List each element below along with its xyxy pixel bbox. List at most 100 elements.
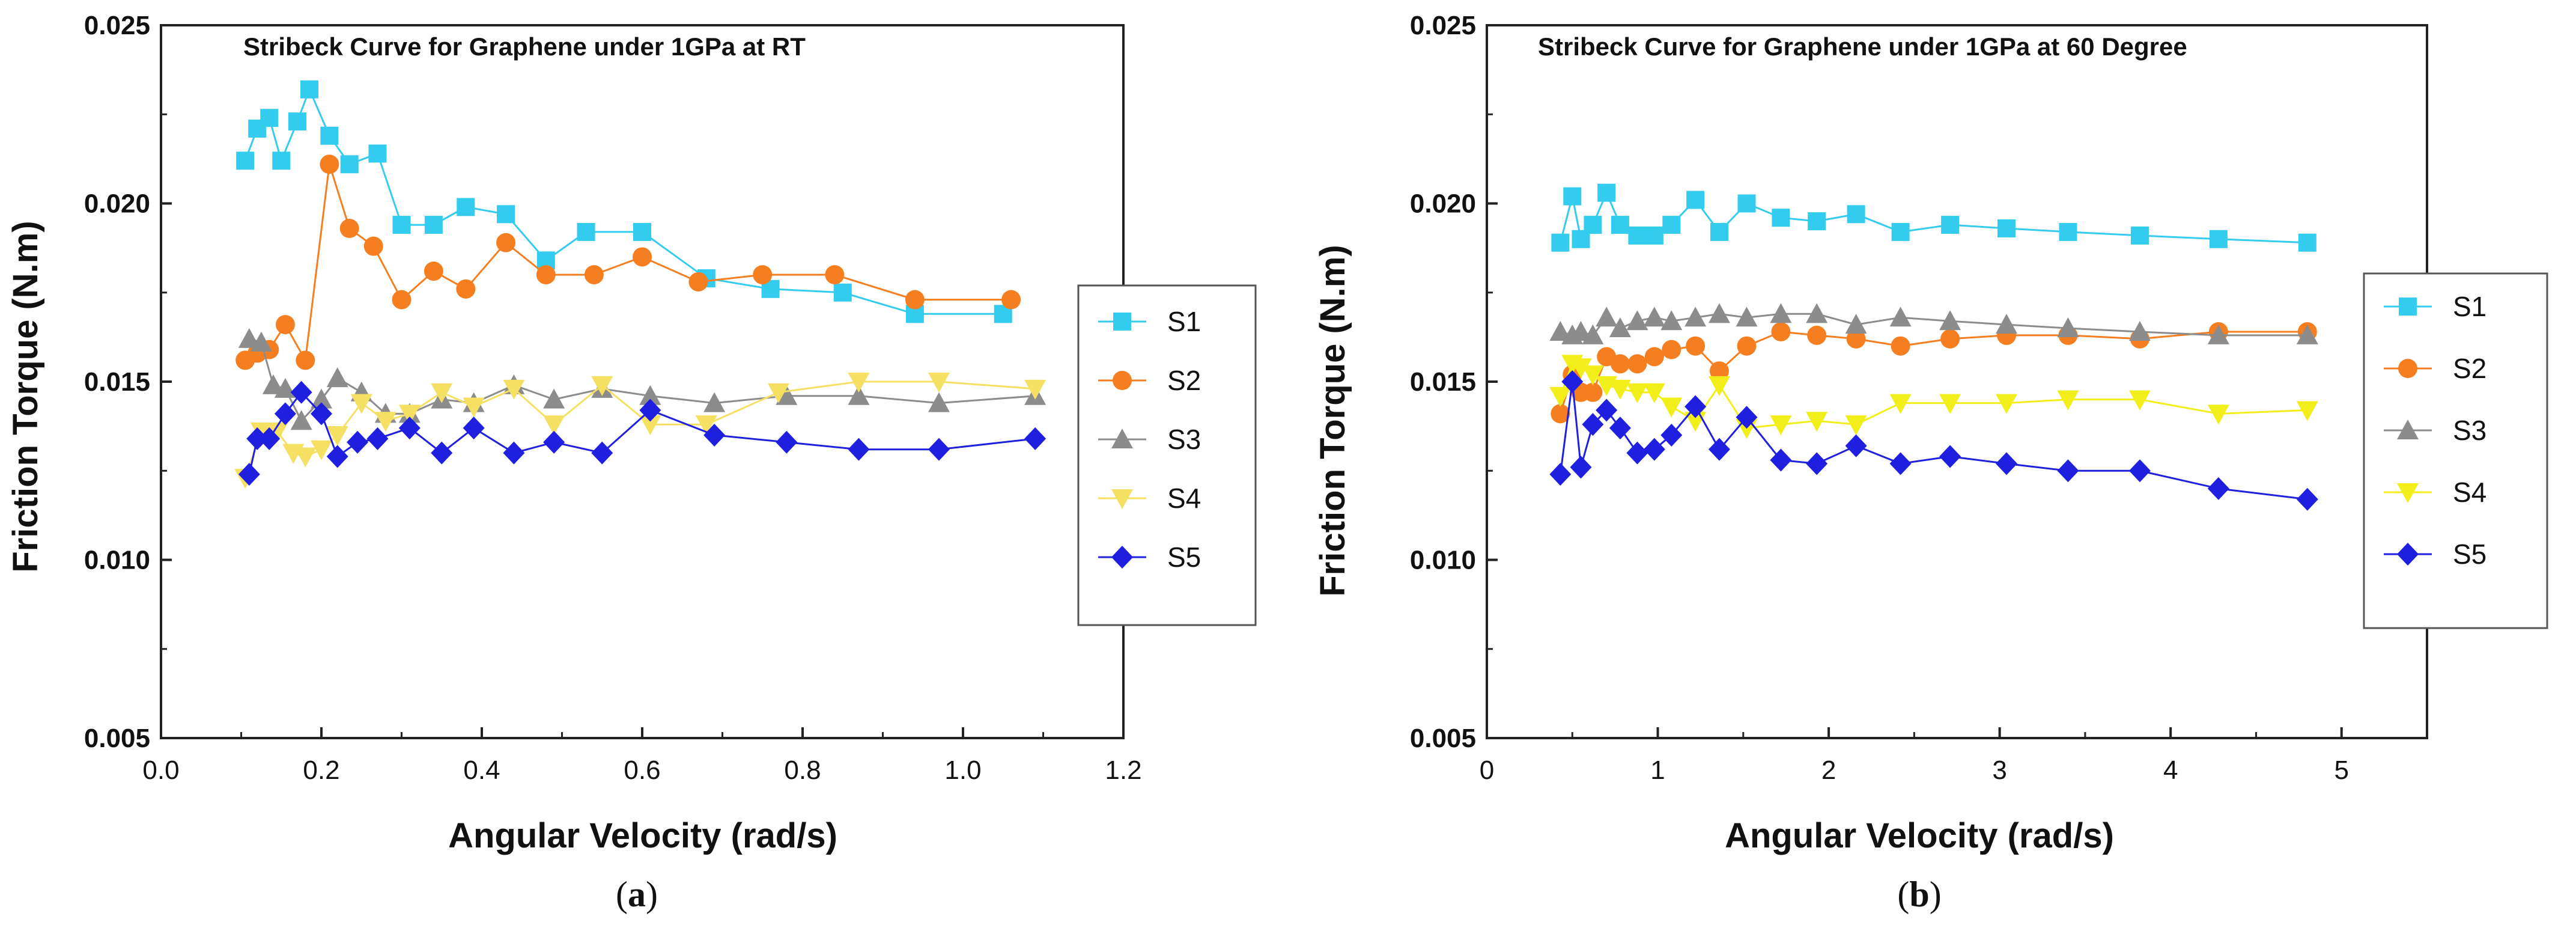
panel-caption: (a) (616, 875, 658, 914)
data-point-s4 (1708, 376, 1730, 396)
data-point-s3 (262, 374, 284, 394)
legend-items: S1 S2 S3 S4 S5 (2384, 291, 2486, 570)
data-point-s4 (326, 426, 348, 446)
data-point-s2 (296, 350, 315, 370)
data-point-s4 (1549, 386, 1572, 407)
data-point-s1 (497, 205, 515, 224)
data-point-s5 (2057, 459, 2079, 483)
data-point-s3 (1660, 310, 1683, 331)
data-point-s1 (288, 112, 306, 131)
data-point-s2 (456, 279, 476, 299)
data-point-s2 (320, 154, 339, 174)
legend-label-s5: S5 (1167, 542, 1201, 573)
data-point-s2 (1644, 347, 1664, 367)
data-point-s5 (246, 427, 269, 450)
data-point-s5 (1024, 427, 1046, 450)
data-point-s1 (1847, 205, 1865, 224)
data-point-s5 (1561, 370, 1584, 393)
legend-marker-s2 (1113, 371, 1132, 390)
data-point-s5 (1889, 452, 1912, 475)
data-point-s3 (928, 392, 950, 412)
data-series (234, 80, 1046, 489)
panel-caption: (b) (1897, 875, 1941, 914)
legend-box (2363, 272, 2548, 629)
data-point-s5 (1684, 395, 1707, 418)
data-point-s5 (1708, 438, 1730, 461)
legend-marker-s1 (1113, 313, 1131, 331)
panel-a-chart: Stribeck Curve for Graphene under 1GPa a… (6, 11, 1257, 914)
data-point-s3 (238, 328, 260, 348)
data-point-s1 (633, 222, 651, 241)
data-point-s5 (1939, 445, 1961, 468)
data-point-s4 (1570, 358, 1592, 379)
x-axis-label: Angular Velocity (rad/s) (448, 816, 837, 855)
legend-label-s2: S2 (1167, 365, 1201, 396)
data-point-s2 (1583, 382, 1603, 402)
data-series (1549, 183, 2318, 511)
data-point-s4 (1889, 394, 1912, 414)
data-point-s3 (543, 388, 565, 409)
data-point-s5 (639, 398, 661, 422)
data-point-s5 (1582, 413, 1604, 436)
y-tick-label: 0.020 (1410, 189, 1476, 219)
x-tick-label: 1.0 (944, 756, 981, 785)
data-point-s4 (1643, 383, 1665, 403)
data-point-s4 (1845, 415, 1867, 436)
data-point-s4 (1626, 383, 1648, 403)
data-point-s3 (1643, 307, 1665, 327)
x-axis-label: Angular Velocity (rad/s) (1725, 816, 2114, 855)
data-point-s1 (1597, 183, 1616, 202)
data-point-s3 (1708, 303, 1730, 323)
data-point-s1 (300, 80, 318, 99)
data-point-s5 (1570, 456, 1592, 479)
data-point-s5 (503, 441, 525, 465)
data-point-s4 (1996, 394, 2018, 414)
legend-label-s4: S4 (2453, 477, 2486, 508)
data-point-s4 (1609, 379, 1631, 400)
data-point-s5 (258, 427, 281, 450)
y-axis-label: Friction Torque (N.m) (6, 221, 45, 572)
data-point-s3 (274, 377, 296, 398)
data-point-s2 (633, 247, 652, 267)
data-point-s2 (1551, 404, 1570, 424)
series-s3 (1549, 303, 2318, 344)
data-point-s1 (1891, 222, 1910, 241)
data-point-s1 (236, 151, 255, 170)
series-s4 (1549, 355, 2318, 439)
data-point-s5 (848, 438, 870, 461)
data-point-s5 (347, 430, 369, 454)
series-s5 (1549, 370, 2318, 511)
series-line-s5 (1559, 381, 2307, 501)
data-point-s2 (363, 236, 383, 256)
data-point-s4 (294, 447, 317, 468)
data-point-s4 (1582, 365, 1604, 386)
x-tick-label: 4 (2163, 756, 2178, 785)
data-point-s4 (1024, 379, 1046, 400)
data-point-s2 (536, 265, 556, 285)
data-point-s4 (928, 373, 950, 392)
x-tick-label: 1.2 (1105, 756, 1141, 785)
data-point-s4 (2128, 390, 2151, 411)
data-point-s4 (2207, 404, 2229, 425)
data-point-s1 (260, 109, 279, 127)
x-tick-label: 5 (2334, 756, 2348, 785)
series-s1 (1551, 183, 2316, 252)
caption-letter: b (1909, 875, 1929, 914)
data-point-s5 (1626, 441, 1648, 465)
data-point-s1 (577, 222, 595, 241)
data-point-s3 (1582, 324, 1604, 344)
data-point-s5 (1549, 463, 1572, 486)
data-point-s3 (848, 385, 870, 405)
legend-marker-s2 (2398, 359, 2417, 378)
data-point-s3 (1996, 314, 2018, 334)
data-point-s3 (1570, 320, 1592, 341)
data-point-s3 (290, 410, 312, 430)
data-point-s1 (1997, 219, 2016, 238)
series-line-s1 (1559, 190, 2307, 244)
data-point-s1 (1611, 216, 1629, 234)
data-point-s4 (2296, 401, 2318, 421)
data-point-s4 (374, 412, 396, 432)
data-point-s4 (848, 373, 870, 392)
data-point-s2 (424, 261, 443, 281)
data-point-s5 (1996, 452, 2018, 475)
